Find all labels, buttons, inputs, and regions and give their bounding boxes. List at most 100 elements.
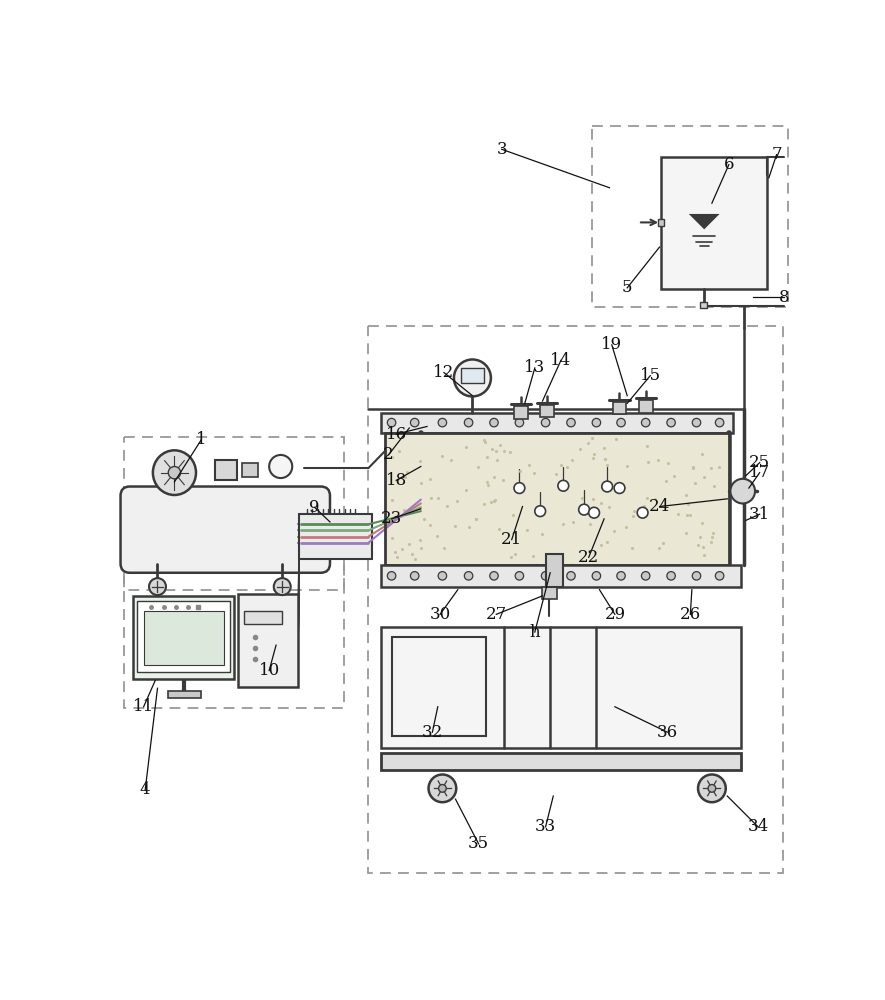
Circle shape (273, 578, 290, 595)
Text: 13: 13 (524, 359, 545, 376)
Circle shape (149, 578, 166, 595)
Polygon shape (542, 587, 558, 599)
Text: 30: 30 (429, 606, 450, 623)
Circle shape (637, 507, 648, 518)
Text: 5: 5 (622, 279, 633, 296)
Text: 33: 33 (535, 818, 556, 835)
Text: 12: 12 (434, 364, 455, 381)
Polygon shape (215, 460, 237, 480)
Polygon shape (612, 402, 627, 414)
Text: 15: 15 (640, 367, 661, 384)
Circle shape (692, 572, 701, 580)
Polygon shape (699, 302, 707, 308)
Polygon shape (461, 368, 484, 383)
Circle shape (592, 418, 601, 427)
Text: 25: 25 (749, 454, 770, 471)
Circle shape (542, 418, 550, 427)
Circle shape (411, 418, 419, 427)
Polygon shape (381, 413, 734, 433)
Circle shape (617, 572, 626, 580)
Circle shape (542, 572, 550, 580)
Circle shape (592, 572, 601, 580)
Circle shape (465, 572, 473, 580)
Circle shape (515, 418, 524, 427)
Circle shape (667, 418, 675, 427)
Circle shape (439, 785, 446, 792)
Circle shape (465, 418, 473, 427)
Text: 31: 31 (749, 506, 770, 523)
FancyBboxPatch shape (120, 487, 330, 573)
Text: 4: 4 (140, 781, 150, 798)
Circle shape (566, 418, 575, 427)
Circle shape (642, 572, 650, 580)
Polygon shape (545, 554, 563, 587)
Circle shape (715, 572, 724, 580)
Circle shape (730, 479, 755, 503)
Text: 11: 11 (133, 698, 154, 715)
Circle shape (589, 507, 599, 518)
Text: 3: 3 (496, 141, 507, 158)
Polygon shape (386, 433, 729, 565)
Circle shape (698, 774, 726, 802)
Text: 23: 23 (381, 510, 402, 527)
Circle shape (715, 418, 724, 427)
Text: 16: 16 (386, 426, 407, 443)
Circle shape (566, 572, 575, 580)
Text: 6: 6 (724, 156, 734, 173)
Circle shape (642, 418, 650, 427)
Circle shape (411, 572, 419, 580)
Polygon shape (137, 601, 230, 672)
Text: 34: 34 (748, 818, 769, 835)
Text: 32: 32 (422, 724, 443, 741)
Circle shape (692, 418, 701, 427)
Ellipse shape (153, 450, 196, 495)
Text: 7: 7 (771, 146, 781, 163)
Circle shape (454, 359, 491, 396)
Text: 26: 26 (680, 606, 701, 623)
Circle shape (558, 480, 569, 491)
Circle shape (667, 572, 675, 580)
Circle shape (489, 418, 498, 427)
Polygon shape (658, 219, 664, 226)
Circle shape (602, 481, 612, 492)
Polygon shape (133, 596, 235, 679)
Text: 8: 8 (779, 289, 789, 306)
Circle shape (515, 572, 524, 580)
Polygon shape (689, 214, 720, 229)
Polygon shape (381, 753, 741, 770)
Circle shape (535, 506, 545, 517)
Polygon shape (661, 157, 767, 289)
Text: 2: 2 (383, 446, 394, 463)
Polygon shape (242, 463, 258, 477)
Text: 24: 24 (649, 498, 670, 515)
Circle shape (388, 418, 396, 427)
Text: 27: 27 (486, 606, 507, 623)
Text: 29: 29 (604, 606, 626, 623)
Circle shape (708, 785, 716, 792)
Text: 9: 9 (310, 499, 319, 516)
Circle shape (269, 455, 292, 478)
Circle shape (489, 572, 498, 580)
Text: 1: 1 (196, 431, 207, 448)
Circle shape (614, 483, 625, 493)
Text: 36: 36 (657, 724, 678, 741)
Polygon shape (168, 691, 201, 698)
Text: 21: 21 (501, 531, 522, 548)
Polygon shape (639, 400, 652, 413)
Circle shape (438, 418, 447, 427)
Polygon shape (381, 627, 741, 748)
Text: 18: 18 (386, 472, 407, 489)
Polygon shape (238, 594, 298, 687)
Polygon shape (381, 565, 741, 587)
Circle shape (514, 483, 525, 493)
Text: 19: 19 (601, 336, 622, 353)
Text: h: h (529, 624, 540, 641)
Circle shape (617, 418, 626, 427)
Text: 10: 10 (258, 662, 280, 679)
Circle shape (438, 572, 447, 580)
Text: 14: 14 (550, 352, 572, 369)
Polygon shape (243, 611, 282, 624)
Polygon shape (143, 611, 224, 665)
Polygon shape (299, 514, 373, 559)
Circle shape (428, 774, 457, 802)
